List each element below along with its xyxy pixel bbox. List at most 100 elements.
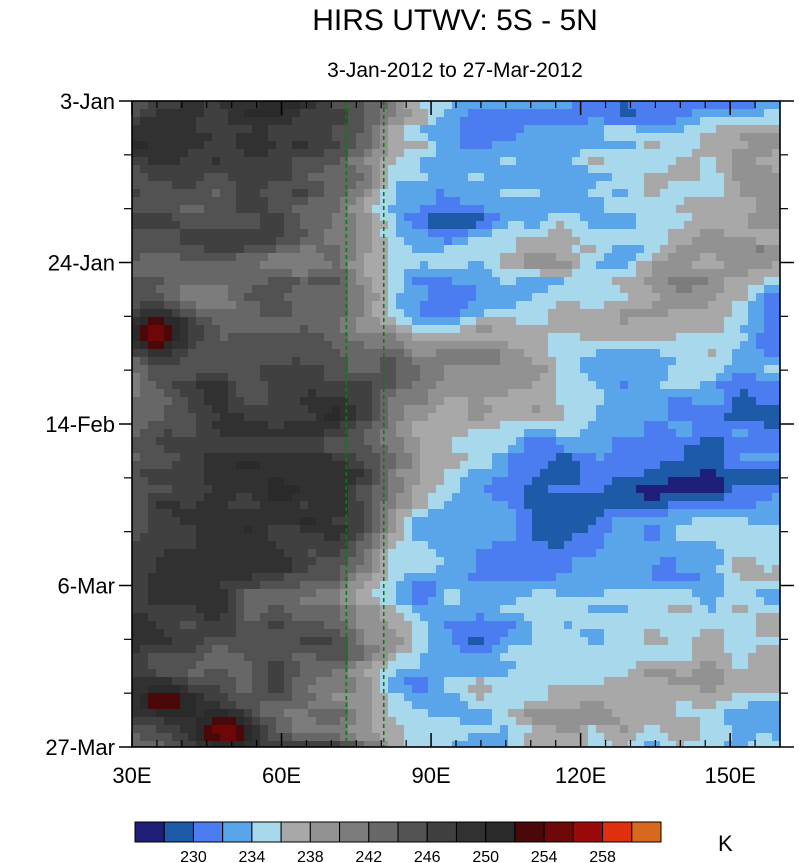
field-cell: [676, 165, 685, 174]
field-cell: [500, 173, 509, 182]
field-cell: [388, 381, 397, 390]
field-cell: [372, 269, 381, 278]
field-cell: [492, 333, 501, 342]
field-cell: [532, 365, 541, 374]
field-cell: [524, 525, 533, 534]
field-cell: [708, 581, 717, 590]
field-cell: [748, 341, 757, 350]
field-cell: [260, 229, 269, 238]
field-cell: [236, 429, 245, 438]
field-cell: [708, 269, 717, 278]
field-cell: [444, 133, 453, 142]
field-cell: [604, 205, 613, 214]
field-cell: [220, 421, 229, 430]
field-cell: [332, 581, 341, 590]
field-cell: [692, 101, 701, 110]
field-cell: [532, 381, 541, 390]
field-cell: [596, 469, 605, 478]
field-cell: [668, 181, 677, 190]
field-cell: [660, 477, 669, 486]
field-cell: [300, 221, 309, 230]
field-cell: [204, 157, 213, 166]
field-cell: [244, 509, 253, 518]
field-cell: [572, 541, 581, 550]
field-cell: [732, 269, 741, 278]
field-cell: [772, 253, 780, 262]
field-cell: [436, 285, 445, 294]
field-cell: [708, 229, 717, 238]
field-cell: [468, 421, 477, 430]
field-cell: [548, 485, 557, 494]
field-cell: [316, 277, 325, 286]
field-cell: [284, 317, 293, 326]
field-cell: [252, 453, 261, 462]
field-cell: [532, 541, 541, 550]
field-cell: [268, 173, 277, 182]
field-cell: [628, 117, 637, 126]
field-cell: [132, 341, 141, 350]
field-cell: [268, 165, 277, 174]
field-cell: [324, 197, 333, 206]
field-cell: [476, 437, 485, 446]
field-cell: [156, 285, 165, 294]
field-cell: [604, 285, 613, 294]
field-cell: [508, 277, 517, 286]
field-cell: [692, 453, 701, 462]
field-cell: [260, 469, 269, 478]
field-cell: [372, 565, 381, 574]
field-cell: [148, 493, 157, 502]
field-cell: [236, 477, 245, 486]
field-cell: [708, 125, 717, 134]
field-cell: [372, 285, 381, 294]
field-cell: [692, 493, 701, 502]
field-cell: [420, 109, 429, 118]
field-cell: [236, 557, 245, 566]
field-cell: [580, 557, 589, 566]
field-cell: [516, 101, 525, 110]
field-cell: [460, 301, 469, 310]
field-cell: [460, 149, 469, 158]
field-cell: [420, 477, 429, 486]
field-cell: [196, 397, 205, 406]
field-cell: [180, 589, 189, 598]
field-cell: [748, 485, 757, 494]
field-cell: [236, 333, 245, 342]
field-cell: [132, 381, 141, 390]
field-cell: [140, 341, 149, 350]
field-cell: [508, 389, 517, 398]
field-cell: [748, 133, 757, 142]
field-cell: [660, 357, 669, 366]
field-cell: [740, 349, 749, 358]
field-cell: [556, 557, 565, 566]
field-cell: [500, 141, 509, 150]
field-cell: [140, 469, 149, 478]
field-cell: [556, 189, 565, 198]
field-cell: [764, 301, 773, 310]
field-cell: [684, 133, 693, 142]
field-cell: [188, 173, 197, 182]
field-cell: [612, 149, 621, 158]
field-cell: [652, 533, 661, 542]
field-cell: [420, 389, 429, 398]
field-cell: [644, 437, 653, 446]
field-cell: [172, 125, 181, 134]
field-cell: [564, 461, 573, 470]
field-cell: [668, 277, 677, 286]
field-cell: [468, 189, 477, 198]
field-cell: [292, 293, 301, 302]
field-cell: [556, 349, 565, 358]
field-cell: [148, 421, 157, 430]
field-cell: [420, 205, 429, 214]
field-cell: [668, 429, 677, 438]
field-cell: [468, 461, 477, 470]
field-cell: [772, 173, 780, 182]
field-cell: [700, 165, 709, 174]
field-cell: [660, 205, 669, 214]
field-cell: [516, 469, 525, 478]
field-cell: [220, 245, 229, 254]
field-cell: [620, 213, 629, 222]
field-cell: [668, 141, 677, 150]
field-cell: [476, 357, 485, 366]
field-cell: [332, 317, 341, 326]
field-cell: [460, 333, 469, 342]
